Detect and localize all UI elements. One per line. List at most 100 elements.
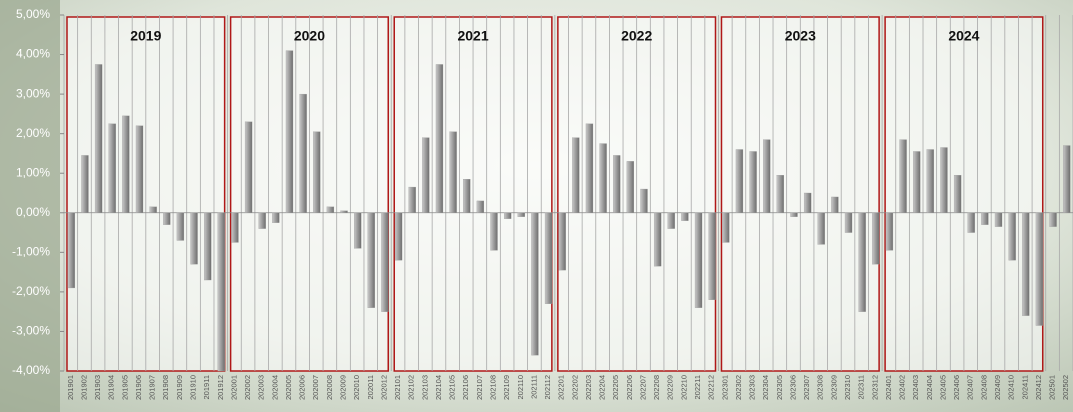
bar xyxy=(1049,212,1057,227)
x-tick-label: 202208 xyxy=(652,375,661,400)
bar xyxy=(926,149,934,213)
x-tick-label: 202311 xyxy=(857,375,866,399)
bar xyxy=(476,200,485,213)
year-label: 2023 xyxy=(785,28,816,44)
bar xyxy=(1063,145,1071,213)
x-tick-label: 201910 xyxy=(189,375,198,400)
x-tick-label: 202403 xyxy=(911,375,920,400)
x-tick-label: 201901 xyxy=(66,375,75,400)
bar xyxy=(176,212,185,241)
x-tick-label: 201903 xyxy=(93,375,102,400)
x-tick-label: 202305 xyxy=(775,375,784,400)
axis-panel xyxy=(0,0,60,412)
x-tick-label: 202007 xyxy=(311,375,320,400)
bar xyxy=(217,212,225,372)
bar xyxy=(626,161,635,213)
bar xyxy=(844,212,853,233)
x-tick-label: 201908 xyxy=(161,375,170,400)
x-tick-label: 202009 xyxy=(339,375,348,400)
x-tick-label: 202201 xyxy=(557,375,566,400)
bar xyxy=(81,155,89,213)
bar xyxy=(722,212,730,243)
bar xyxy=(899,139,907,213)
bar xyxy=(163,212,171,225)
x-tick-label: 202402 xyxy=(898,375,907,400)
x-tick-label: 202104 xyxy=(434,375,443,400)
x-tick-label: 202204 xyxy=(598,375,607,400)
bar xyxy=(681,212,689,221)
x-tick-label: 202301 xyxy=(720,375,729,400)
year-label: 2021 xyxy=(457,28,488,44)
bar xyxy=(135,125,144,213)
x-tick-label: 202406 xyxy=(952,375,961,400)
x-tick-label: 202303 xyxy=(748,375,757,400)
bar xyxy=(326,206,335,213)
bar xyxy=(885,212,894,251)
bar xyxy=(872,212,880,265)
bar xyxy=(244,121,253,213)
x-tick-label: 201909 xyxy=(175,375,184,400)
bar xyxy=(749,151,757,213)
bar xyxy=(831,196,839,213)
x-tick-label: 202004 xyxy=(270,375,279,400)
x-tick-label: 202407 xyxy=(966,375,975,400)
bar xyxy=(694,212,703,308)
x-tick-label: 202501 xyxy=(1048,375,1057,400)
bar xyxy=(585,123,594,213)
bar xyxy=(299,93,307,213)
x-tick-label: 202108 xyxy=(488,375,497,400)
y-tick-label: -4,00% xyxy=(12,363,50,377)
bar xyxy=(599,143,607,213)
x-tick-label: 202107 xyxy=(475,375,484,400)
y-tick-label: 3,00% xyxy=(16,86,50,100)
x-tick-label: 202405 xyxy=(938,375,947,400)
x-tick-label: 202110 xyxy=(516,375,525,399)
y-tick-label: -3,00% xyxy=(12,324,50,338)
x-tick-label: 202111 xyxy=(529,375,538,399)
x-tick-label: 202001 xyxy=(229,375,238,400)
x-tick-label: 202310 xyxy=(843,375,852,400)
x-tick-label: 202012 xyxy=(379,375,388,400)
x-tick-label: 202011 xyxy=(366,375,375,399)
x-tick-label: 202008 xyxy=(325,375,334,400)
x-tick-label: 201907 xyxy=(148,375,157,400)
x-tick-label: 202309 xyxy=(829,375,838,400)
bar xyxy=(503,212,512,219)
bar xyxy=(381,212,389,312)
bar xyxy=(313,131,321,213)
bar xyxy=(803,192,812,213)
x-tick-label: 202207 xyxy=(638,375,647,400)
bar xyxy=(231,212,239,243)
bar xyxy=(517,212,525,217)
year-label: 2020 xyxy=(294,28,325,44)
x-tick-label: 202411 xyxy=(1020,375,1029,399)
y-tick-label: 1,00% xyxy=(16,165,50,179)
bar xyxy=(708,212,716,300)
bar xyxy=(913,151,921,213)
bar xyxy=(858,212,866,312)
bar xyxy=(994,212,1003,227)
bar xyxy=(667,212,675,229)
x-tick-label: 202209 xyxy=(666,375,675,400)
x-tick-label: 202401 xyxy=(884,375,893,400)
bar xyxy=(558,212,566,271)
x-tick-label: 202212 xyxy=(707,375,716,400)
x-tick-label: 202502 xyxy=(1061,375,1070,400)
x-tick-label: 202103 xyxy=(420,375,429,400)
x-tick-label: 202105 xyxy=(448,375,457,400)
bar xyxy=(735,149,744,213)
bar xyxy=(340,210,348,213)
bar xyxy=(531,212,539,356)
bar xyxy=(1022,212,1030,316)
bar xyxy=(572,137,580,213)
bar xyxy=(544,212,553,304)
x-tick-label: 202112 xyxy=(543,375,552,399)
bar xyxy=(1008,212,1016,261)
bar xyxy=(190,212,198,265)
bar xyxy=(272,212,280,223)
year-label: 2019 xyxy=(130,28,161,44)
bar xyxy=(463,179,471,213)
x-tick-label: 202109 xyxy=(502,375,511,400)
x-tick-label: 202102 xyxy=(407,375,416,400)
y-tick-label: -2,00% xyxy=(12,284,50,298)
